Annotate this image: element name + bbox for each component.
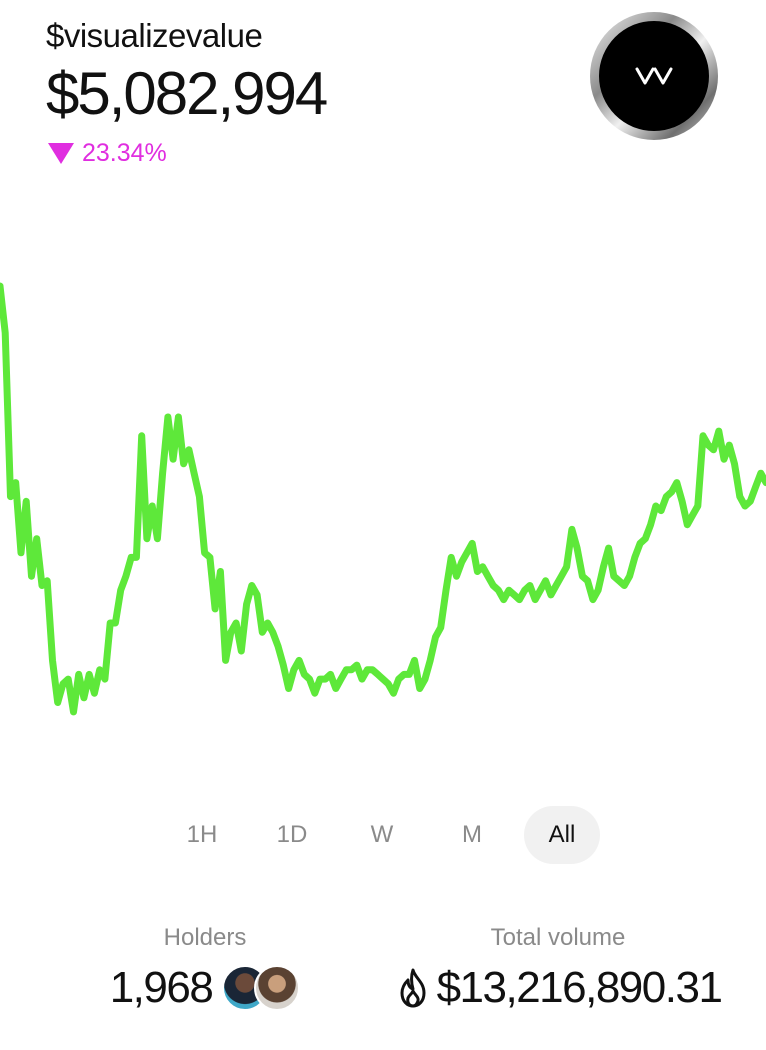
token-header: $visualizevalue $5,082,994 23.34% — [46, 14, 546, 168]
holders-stat[interactable]: Holders 1,968 — [100, 922, 310, 1014]
holder-avatars[interactable] — [222, 965, 301, 1011]
holders-label: Holders — [163, 924, 247, 951]
holders-row: 1,968 — [100, 962, 310, 1014]
volume-label: Total volume — [490, 924, 626, 951]
vv-glyph-icon — [635, 67, 673, 85]
price-change: 23.34% — [46, 138, 546, 168]
token-avatar[interactable] — [590, 12, 718, 140]
token-ticker: $visualizevalue — [46, 17, 263, 54]
triangle-down-icon — [48, 142, 74, 164]
timeframe-all[interactable]: All — [524, 806, 600, 864]
token-stats: Holders 1,968 Total volume $13,216,890.3… — [0, 922, 766, 1022]
holder-avatar — [254, 965, 301, 1011]
token-price: $5,082,994 — [46, 60, 328, 127]
volume-row: $13,216,890.31 — [382, 962, 734, 1014]
vv-logo-icon — [599, 21, 709, 131]
timeframe-month[interactable]: M — [462, 821, 482, 848]
price-line — [0, 282, 766, 716]
volume-value: $13,216,890.31 — [436, 963, 723, 1012]
volume-stat: Total volume $13,216,890.31 — [382, 922, 734, 1014]
timeframe-week[interactable]: W — [370, 821, 394, 848]
flame-icon — [400, 968, 426, 1008]
timeframe-1d[interactable]: 1D — [276, 821, 308, 848]
timeframe-1h[interactable]: 1H — [186, 821, 218, 848]
timeframe-selector: 1H 1D W M All — [164, 806, 614, 866]
holders-value: 1,968 — [109, 963, 214, 1012]
price-chart[interactable] — [0, 270, 766, 770]
price-change-value: 23.34% — [82, 139, 167, 167]
